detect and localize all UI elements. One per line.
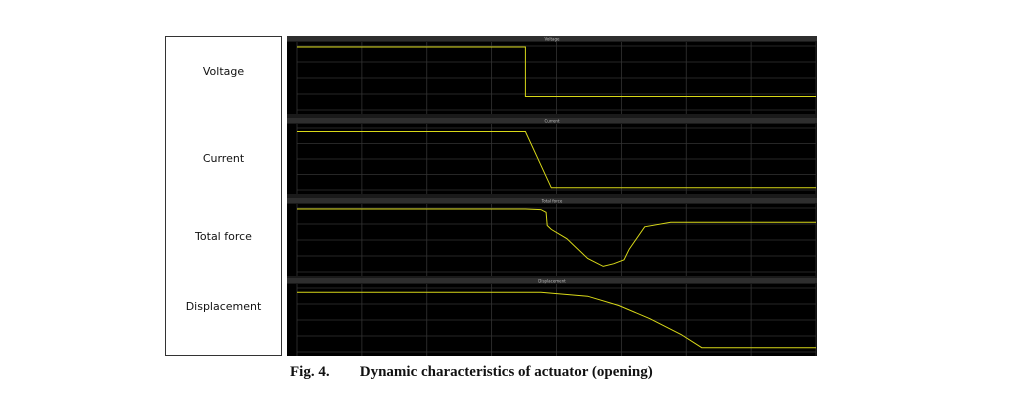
row-label-voltage: Voltage: [202, 65, 245, 78]
panel-title-bar: [287, 36, 817, 41]
row-label-displacement: Displacement: [185, 300, 262, 313]
scope-plots: Voltage Current Total force Displacement: [287, 36, 817, 356]
scope-panel-voltage: Voltage: [287, 36, 817, 114]
row-label-total-force: Total force: [195, 230, 252, 243]
panel-title-bar: [287, 278, 817, 283]
figure-caption: Fig. 4. Dynamic characteristics of actua…: [290, 364, 850, 381]
row-label-current: Current: [202, 152, 245, 165]
panel-title: Displacement: [538, 279, 566, 284]
trace-voltage: [297, 46, 816, 97]
panel-title: Current: [544, 119, 559, 124]
scope-panel-total-force: Total force: [287, 198, 817, 276]
panel-title: Voltage: [544, 37, 560, 42]
signal-label-panel: Voltage Current Total force Displacement: [165, 36, 282, 356]
trace-current: [297, 131, 816, 189]
panel-title-bar: [287, 118, 817, 123]
scope-panel-current: Current: [287, 118, 817, 194]
scope-panel-displacement: Displacement: [287, 278, 817, 356]
trace-total-force: [297, 208, 816, 267]
scope-display: Voltage Current Total force Displacement: [287, 36, 817, 356]
figure-number: Fig. 4.: [290, 364, 330, 380]
trace-displacement: [297, 291, 816, 349]
panel-title: Total force: [541, 199, 563, 204]
panel-title-bar: [287, 198, 817, 203]
figure-caption-text: Dynamic characteristics of actuator (ope…: [359, 364, 653, 380]
